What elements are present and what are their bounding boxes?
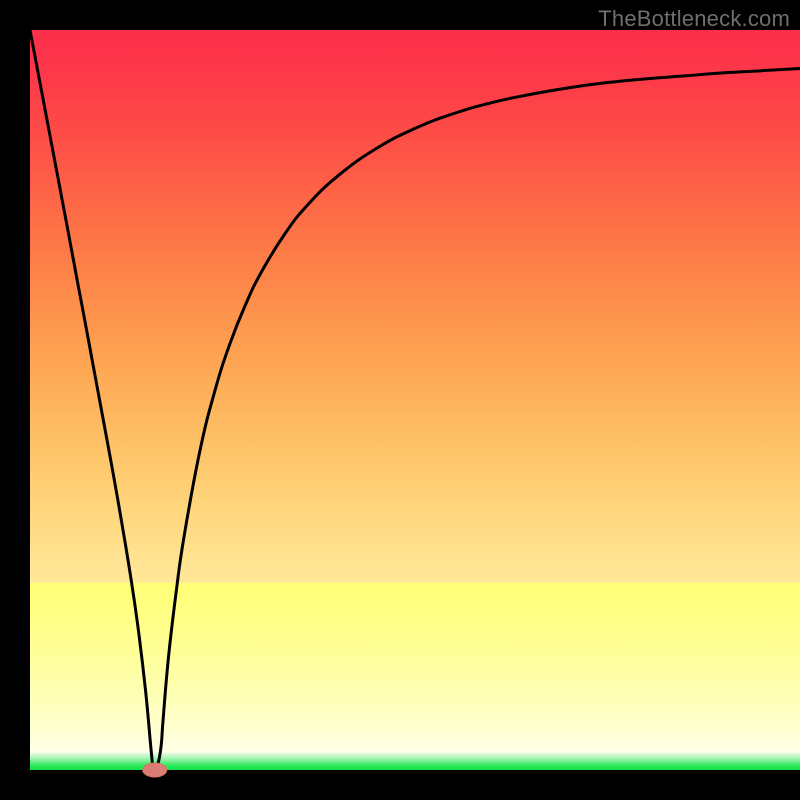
- chart-container: TheBottleneck.com: [0, 0, 800, 800]
- chart-svg: [0, 0, 800, 800]
- marker-minimum_point: [143, 763, 167, 777]
- watermark-label: TheBottleneck.com: [598, 6, 790, 32]
- plot-background: [30, 30, 800, 770]
